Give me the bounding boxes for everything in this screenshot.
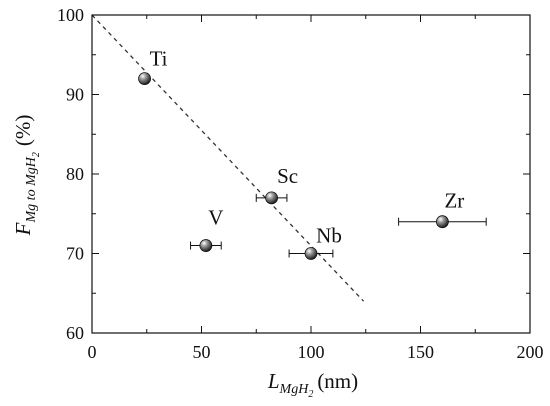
x-tick-label: 0	[88, 342, 97, 362]
point-label-sc: Sc	[277, 164, 298, 188]
data-point-nb	[304, 247, 318, 260]
x-axis-title: LMgH2(nm)	[267, 369, 358, 400]
y-tick-label: 70	[66, 244, 84, 264]
x-tick-label: 100	[298, 342, 325, 362]
fit-line-layer	[91, 14, 365, 302]
point-label-v: V	[208, 206, 223, 230]
data-point-ti	[138, 72, 151, 85]
dashed-trend-line	[91, 14, 365, 302]
axis-titles: LMgH2(nm) FMg to MgH2(%)	[11, 115, 358, 400]
data-point-sc	[265, 191, 278, 205]
x-tick-label: 50	[193, 342, 211, 362]
y-tick-label: 100	[57, 5, 84, 25]
point-labels-layer: Ti V Sc Nb Zr	[150, 47, 465, 248]
x-tick-label: 150	[407, 342, 434, 362]
point-label-nb: Nb	[316, 224, 342, 248]
y-tick-label: 90	[66, 85, 84, 105]
x-tick-label: 200	[517, 342, 544, 362]
point-label-ti: Ti	[150, 47, 168, 71]
y-axis-title: FMg to MgH2(%)	[11, 115, 42, 237]
data-points-layer	[138, 72, 449, 260]
data-point-v	[199, 239, 213, 252]
point-label-zr: Zr	[444, 189, 464, 213]
ticks-layer: 0 50 100 150 200 60 70 80 90 100	[57, 5, 544, 362]
data-point-zr	[435, 215, 449, 229]
y-tick-label: 60	[66, 323, 84, 343]
y-tick-label: 80	[66, 164, 84, 184]
